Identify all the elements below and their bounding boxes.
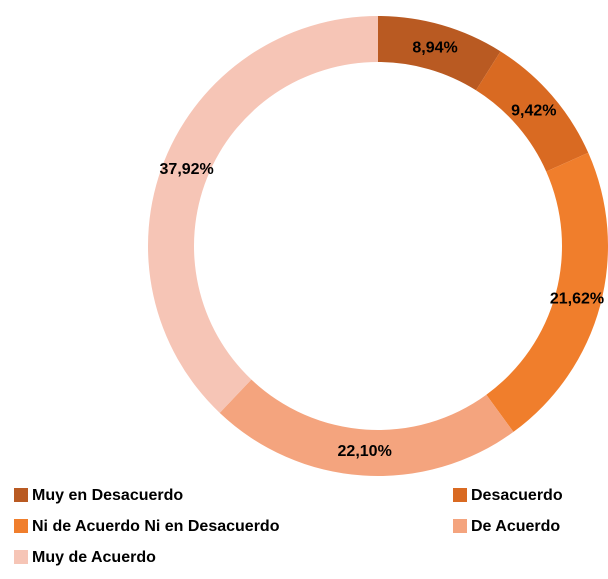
legend-swatch [453, 519, 467, 533]
data-label: 21,62% [550, 291, 604, 308]
data-label: 9,42% [511, 102, 556, 119]
data-label: 22,10% [338, 443, 392, 460]
legend-swatch [453, 488, 467, 502]
slice [378, 16, 501, 91]
legend-swatch [14, 550, 28, 564]
slice [219, 379, 514, 476]
slice [486, 152, 608, 432]
legend-swatch [14, 488, 28, 502]
slice [148, 15, 378, 413]
legend-label: Muy de Acuerdo [32, 549, 156, 566]
slice [476, 51, 589, 172]
legend-label: Desacuerdo [471, 487, 563, 504]
legend-label: De Acuerdo [471, 518, 560, 535]
legend-swatch [14, 519, 28, 533]
data-label: 8,94% [412, 39, 457, 56]
legend-label: Ni de Acuerdo Ni en Desacuerdo [32, 518, 280, 535]
legend-label: Muy en Desacuerdo [32, 487, 183, 504]
data-label: 37,92% [160, 161, 214, 178]
